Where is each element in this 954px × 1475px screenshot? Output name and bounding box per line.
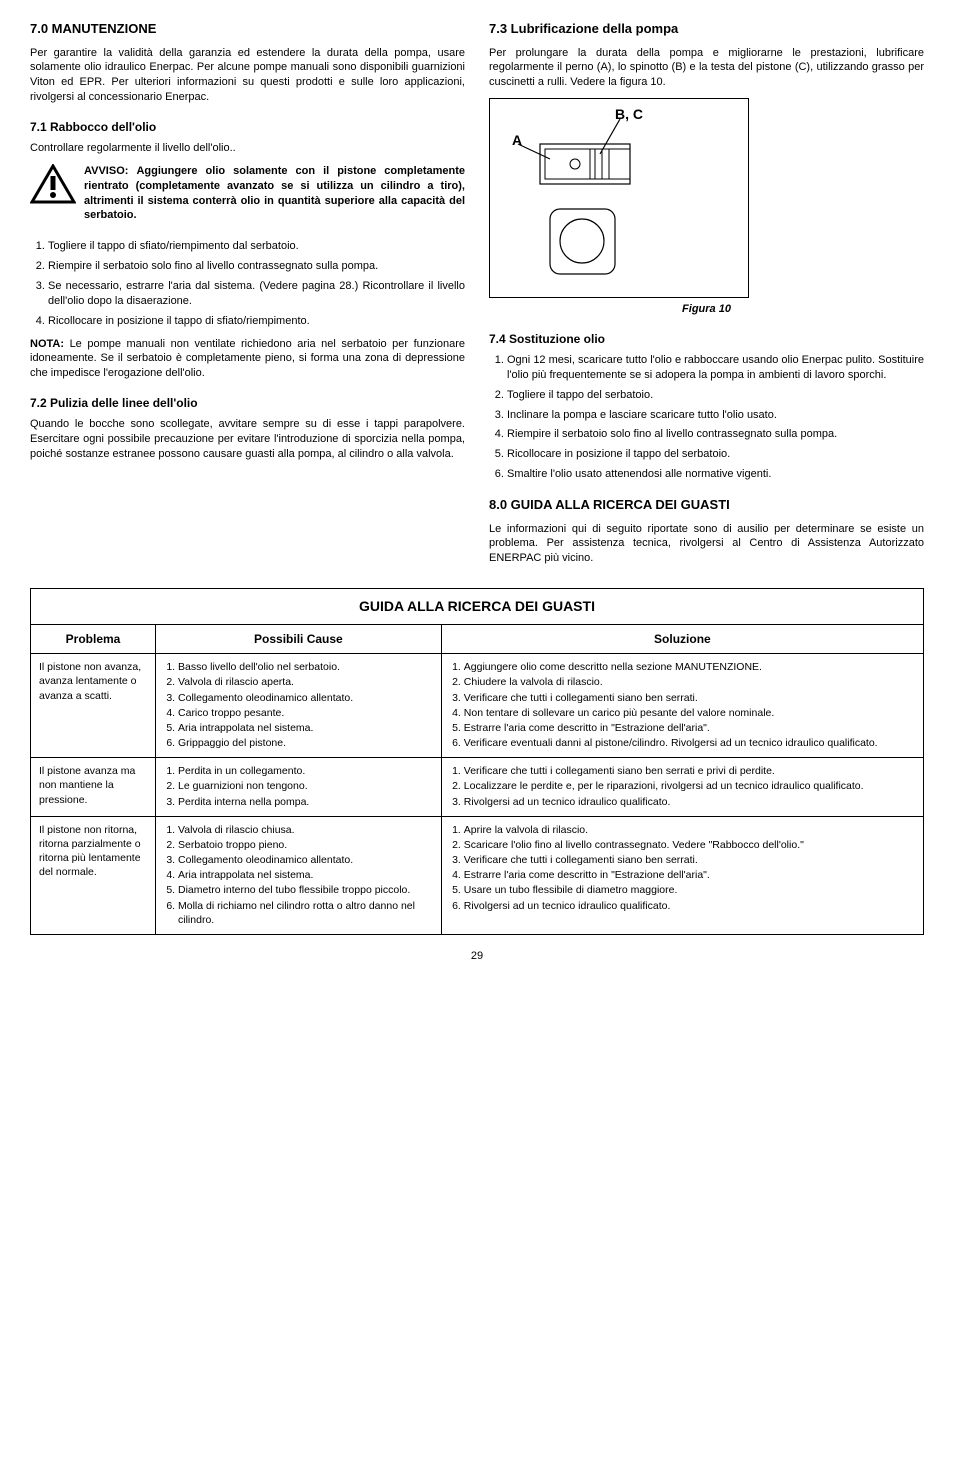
para-7-1: Controllare regolarmente il livello dell… <box>30 141 465 156</box>
list-item: Serbatoio troppo pieno. <box>178 838 433 852</box>
list-item: Rivolgersi ad un tecnico idraulico quali… <box>464 899 915 913</box>
table-row: Il pistone avanza ma non mantiene la pre… <box>31 758 924 817</box>
list-item: Diametro interno del tubo flessibile tro… <box>178 883 433 897</box>
list-item: Togliere il tappo di sfiato/riempimento … <box>48 239 465 254</box>
cell-cause: Basso livello dell'olio nel serbatoio.Va… <box>156 654 442 758</box>
list-item: Estrarre l'aria come descritto in "Estra… <box>464 721 915 735</box>
list-item: Verificare eventuali danni al pistone/ci… <box>464 736 915 750</box>
figure-10: B, C A <box>489 98 749 298</box>
heading-7-4: 7.4 Sostituzione olio <box>489 331 924 347</box>
list-item: Usare un tubo flessibile di diametro mag… <box>464 883 915 897</box>
cell-problema: Il pistone non ritorna, ritorna parzialm… <box>31 816 156 934</box>
list-7-1: Togliere il tappo di sfiato/riempimento … <box>30 239 465 328</box>
list-item: Ricollocare in posizione il tappo di sfi… <box>48 314 465 329</box>
warning-block: AVVISO: Aggiungere olio solamente con il… <box>30 164 465 231</box>
list-item: Verificare che tutti i collegamenti sian… <box>464 764 915 778</box>
list-item: Verificare che tutti i collegamenti sian… <box>464 853 915 867</box>
page-number: 29 <box>30 949 924 964</box>
list-item: Riempire il serbatoio solo fino al livel… <box>507 427 924 442</box>
list-item: Aria intrappolata nel sistema. <box>178 868 433 882</box>
list-item: Carico troppo pesante. <box>178 706 433 720</box>
warning-label: AVVISO: <box>84 165 128 177</box>
list-item: Valvola di rilascio chiusa. <box>178 823 433 837</box>
warning-triangle-icon <box>30 164 76 204</box>
troubleshooting-table: GUIDA ALLA RICERCA DEI GUASTI Problema P… <box>30 588 924 935</box>
nota-label: NOTA: <box>30 338 64 350</box>
heading-8-0: 8.0 GUIDA ALLA RICERCA DEI GUASTI <box>489 496 924 514</box>
table-header-soluzione: Soluzione <box>441 624 923 653</box>
nota-block: NOTA: Le pompe manuali non ventilate ric… <box>30 337 465 382</box>
cell-soluzione: Verificare che tutti i collegamenti sian… <box>441 758 923 817</box>
list-item: Chiudere la valvola di rilascio. <box>464 675 915 689</box>
list-item: Collegamento oleodinamico allentato. <box>178 853 433 867</box>
list-item: Localizzare le perdite e, per le riparaz… <box>464 779 915 793</box>
list-item: Verificare che tutti i collegamenti sian… <box>464 691 915 705</box>
table-row: Il pistone non avanza, avanza lentamente… <box>31 654 924 758</box>
list-item: Perdita interna nella pompa. <box>178 795 433 809</box>
heading-7-3: 7.3 Lubrificazione della pompa <box>489 20 924 38</box>
heading-7-1: 7.1 Rabbocco dell'olio <box>30 119 465 135</box>
list-item: Le guarnizioni non tengono. <box>178 779 433 793</box>
list-item: Aggiungere olio come descritto nella sez… <box>464 660 915 674</box>
list-item: Togliere il tappo del serbatoio. <box>507 388 924 403</box>
figure-caption: Figura 10 <box>489 302 924 317</box>
pump-diagram-icon <box>490 99 750 299</box>
list-item: Aprire la valvola di rilascio. <box>464 823 915 837</box>
list-item: Scaricare l'olio fino al livello contras… <box>464 838 915 852</box>
nota-body: Le pompe manuali non ventilate richiedon… <box>30 338 465 380</box>
list-item: Basso livello dell'olio nel serbatoio. <box>178 660 433 674</box>
table-header-problema: Problema <box>31 624 156 653</box>
list-item: Aria intrappolata nel sistema. <box>178 721 433 735</box>
list-item: Riempire il serbatoio solo fino al livel… <box>48 259 465 274</box>
list-item: Smaltire l'olio usato attenendosi alle n… <box>507 467 924 482</box>
list-item: Grippaggio del pistone. <box>178 736 433 750</box>
para-8-0: Le informazioni qui di seguito riportate… <box>489 522 924 567</box>
cell-problema: Il pistone non avanza, avanza lentamente… <box>31 654 156 758</box>
cell-soluzione: Aggiungere olio come descritto nella sez… <box>441 654 923 758</box>
list-item: Ricollocare in posizione il tappo del se… <box>507 447 924 462</box>
list-item: Collegamento oleodinamico allentato. <box>178 691 433 705</box>
list-item: Rivolgersi ad un tecnico idraulico quali… <box>464 795 915 809</box>
warning-body: Aggiungere olio solamente con il pistone… <box>84 165 465 222</box>
list-item: Ogni 12 mesi, scaricare tutto l'olio e r… <box>507 353 924 383</box>
list-item: Non tentare di sollevare un carico più p… <box>464 706 915 720</box>
figure-label-bc: B, C <box>615 105 643 124</box>
cell-cause: Valvola di rilascio chiusa.Serbatoio tro… <box>156 816 442 934</box>
list-item: Perdita in un collegamento. <box>178 764 433 778</box>
cell-cause: Perdita in un collegamento.Le guarnizion… <box>156 758 442 817</box>
heading-7-2: 7.2 Pulizia delle linee dell'olio <box>30 395 465 411</box>
list-item: Molla di richiamo nel cilindro rotta o a… <box>178 899 433 927</box>
para-7-0: Per garantire la validità della garanzia… <box>30 46 465 105</box>
list-item: Inclinare la pompa e lasciare scaricare … <box>507 408 924 423</box>
cell-soluzione: Aprire la valvola di rilascio.Scaricare … <box>441 816 923 934</box>
table-header-cause: Possibili Cause <box>156 624 442 653</box>
figure-label-a: A <box>512 131 522 150</box>
list-item: Valvola di rilascio aperta. <box>178 675 433 689</box>
para-7-3: Per prolungare la durata della pompa e m… <box>489 46 924 91</box>
list-7-4: Ogni 12 mesi, scaricare tutto l'olio e r… <box>489 353 924 482</box>
table-row: Il pistone non ritorna, ritorna parzialm… <box>31 816 924 934</box>
table-caption: GUIDA ALLA RICERCA DEI GUASTI <box>30 588 924 624</box>
list-item: Se necessario, estrarre l'aria dal siste… <box>48 279 465 309</box>
warning-text: AVVISO: Aggiungere olio solamente con il… <box>84 164 465 223</box>
para-7-2: Quando le bocche sono scollegate, avvita… <box>30 417 465 462</box>
list-item: Estrarre l'aria come descritto in "Estra… <box>464 868 915 882</box>
cell-problema: Il pistone avanza ma non mantiene la pre… <box>31 758 156 817</box>
heading-7-0: 7.0 MANUTENZIONE <box>30 20 465 38</box>
